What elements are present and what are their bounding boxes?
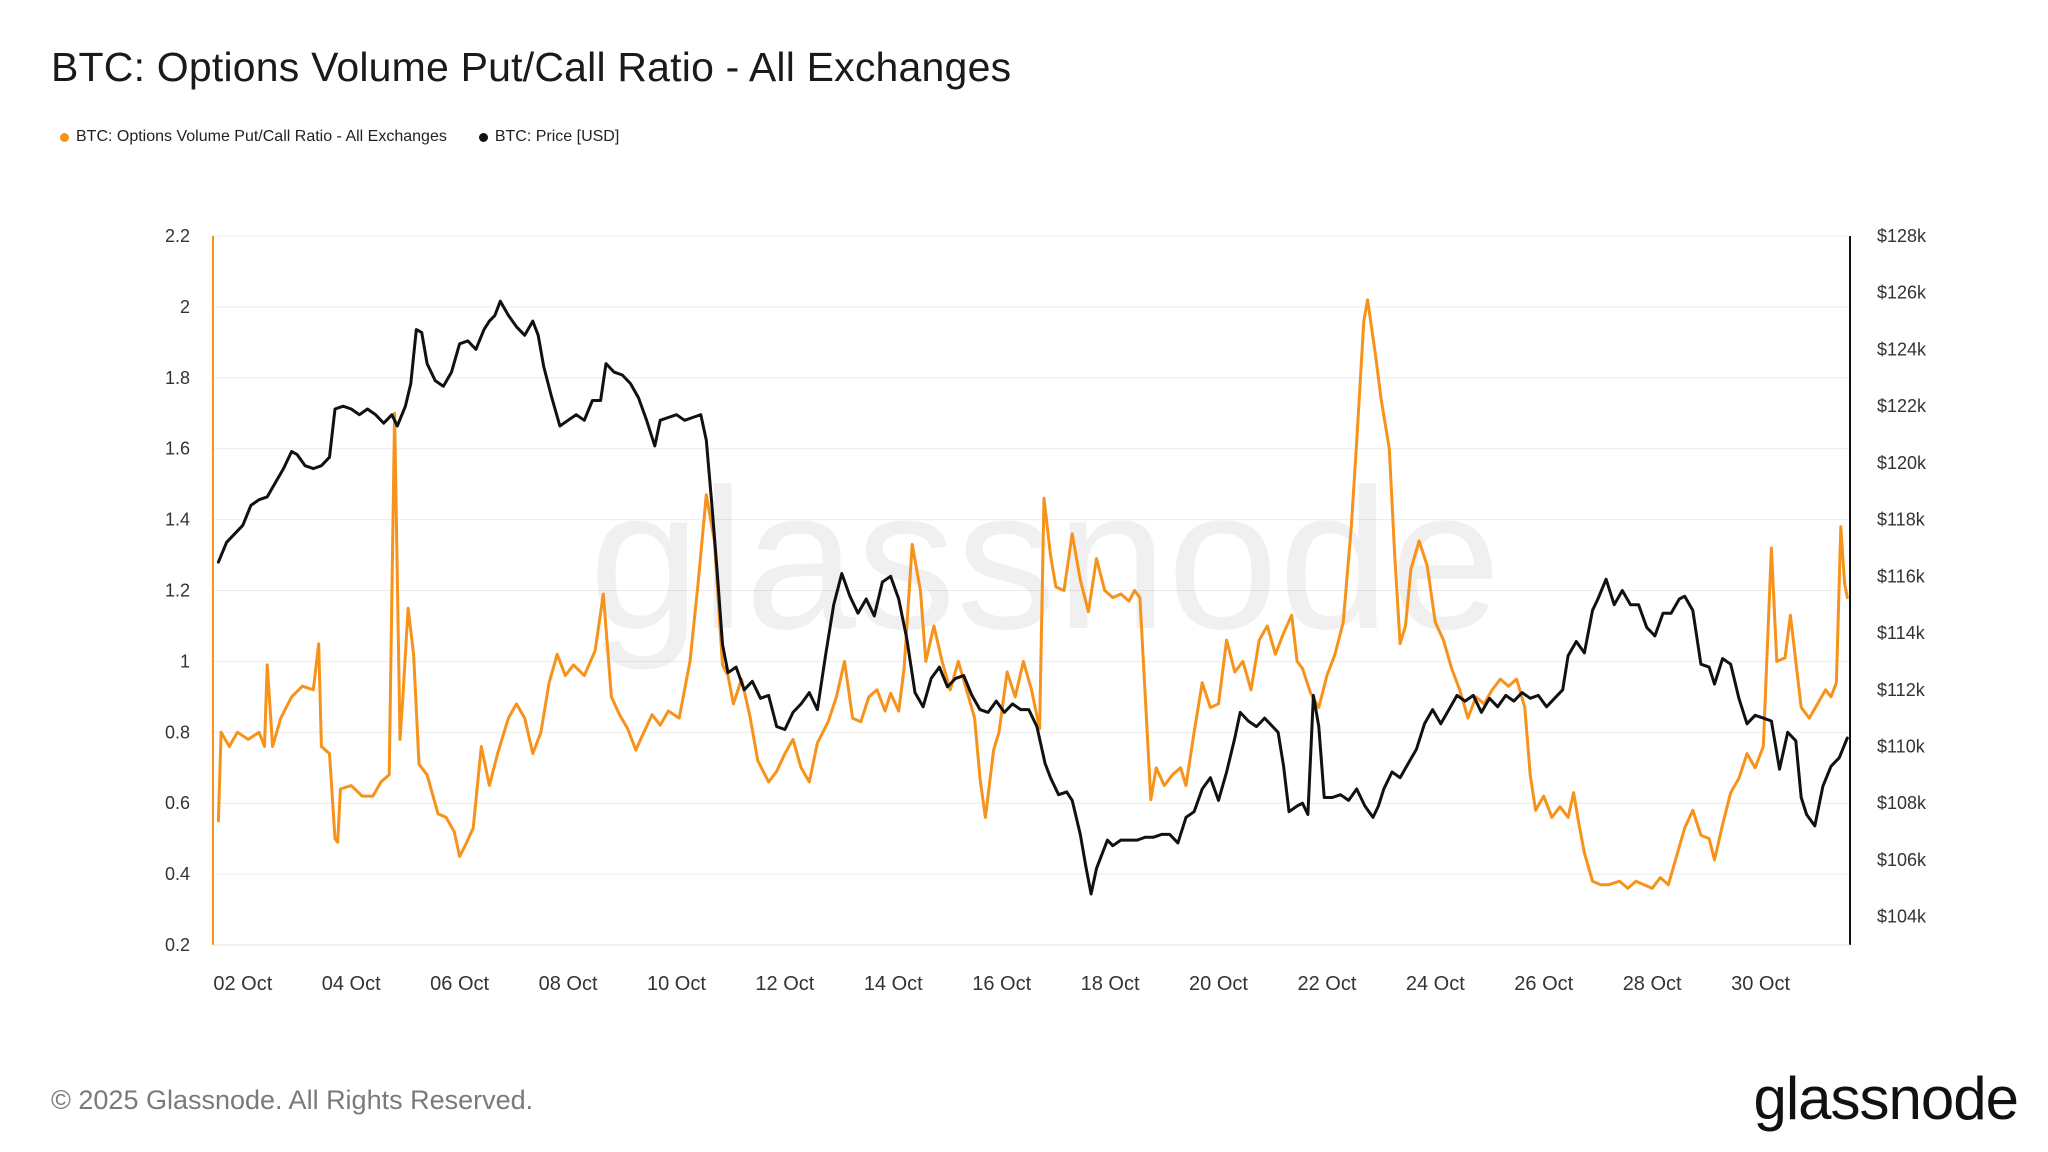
legend-label-put-call-ratio: BTC: Options Volume Put/Call Ratio - All… bbox=[76, 128, 447, 145]
y-left-tick-label: 1.2 bbox=[165, 581, 190, 601]
x-tick-label: 26 Oct bbox=[1514, 973, 1573, 995]
y-left-tick-label: 0.8 bbox=[165, 722, 190, 742]
y-right-tick-label: $108k bbox=[1877, 793, 1927, 813]
y-right-tick-label: $104k bbox=[1877, 907, 1927, 927]
y-left-tick-label: 1.8 bbox=[165, 368, 190, 388]
y-left-tick-label: 2 bbox=[180, 297, 190, 317]
x-tick-label: 06 Oct bbox=[430, 973, 489, 995]
watermark: glassnode bbox=[589, 448, 1501, 671]
y-right-tick-label: $116k bbox=[1877, 566, 1926, 586]
y-right-tick-label: $112k bbox=[1877, 680, 1926, 700]
x-tick-label: 02 Oct bbox=[213, 973, 272, 995]
x-tick-label: 10 Oct bbox=[647, 973, 706, 995]
x-tick-label: 28 Oct bbox=[1623, 973, 1682, 995]
y-right-tick-label: $120k bbox=[1877, 453, 1927, 473]
x-tick-label: 22 Oct bbox=[1297, 973, 1356, 995]
series-line-put-call-ratio[interactable] bbox=[216, 298, 1849, 890]
y-left-tick-label: 2.2 bbox=[165, 226, 190, 246]
legend-item-put-call-ratio[interactable]: BTC: Options Volume Put/Call Ratio - All… bbox=[60, 128, 447, 146]
x-tick-label: 30 Oct bbox=[1731, 973, 1790, 995]
axes: 2.2 2 1.8 1.6 1.4 1.2 1 0.8 0.6 0.4 0.2 $128k $126k $… bbox=[165, 226, 1927, 995]
x-tick-label: 08 Oct bbox=[539, 973, 598, 995]
legend-item-btc-price[interactable]: BTC: Price [USD] bbox=[478, 128, 620, 146]
y-right-tick-label: $124k bbox=[1877, 339, 1927, 359]
x-tick-label: 14 Oct bbox=[864, 973, 923, 995]
copyright-footer: © 2025 Glassnode. All Rights Reserved. bbox=[51, 1085, 534, 1115]
legend-swatch-btc-price bbox=[478, 132, 488, 142]
x-tick-label: 04 Oct bbox=[322, 973, 381, 995]
y-left-tick-label: 1.6 bbox=[165, 439, 190, 459]
y-right-tick-label: $118k bbox=[1877, 510, 1926, 530]
y-right-tick-label: $106k bbox=[1877, 850, 1927, 870]
series-lines bbox=[216, 298, 1849, 896]
y-left-tick-label: 1 bbox=[180, 651, 190, 671]
y-right-tick-label: $128k bbox=[1877, 226, 1927, 246]
series-line-btc-price[interactable] bbox=[216, 299, 1849, 896]
y-right-tick-label: $110k bbox=[1877, 736, 1926, 756]
chart-title: BTC: Options Volume Put/Call Ratio - All… bbox=[51, 44, 1012, 90]
x-tick-label: 20 Oct bbox=[1189, 973, 1248, 995]
y-left-tick-label: 0.6 bbox=[165, 793, 190, 813]
y-right-tick-label: $122k bbox=[1877, 396, 1927, 416]
x-tick-label: 16 Oct bbox=[972, 973, 1031, 995]
y-right-tick-label: $126k bbox=[1877, 283, 1927, 303]
x-tick-label: 12 Oct bbox=[755, 973, 814, 995]
legend-label-btc-price: BTC: Price [USD] bbox=[494, 128, 620, 145]
y-left-tick-label: 0.4 bbox=[165, 864, 190, 884]
x-tick-label: 18 Oct bbox=[1081, 973, 1140, 995]
y-right-tick-label: $114k bbox=[1877, 623, 1926, 643]
y-left-tick-label: 1.4 bbox=[165, 510, 190, 530]
x-tick-label: 24 Oct bbox=[1406, 973, 1465, 995]
legend-swatch-put-call-ratio bbox=[60, 132, 69, 142]
y-left-tick-label: 0.2 bbox=[165, 935, 190, 955]
brand-logo[interactable]: glassnode bbox=[1753, 1065, 2019, 1132]
chart-legend: BTC: Options Volume Put/Call Ratio - All… bbox=[60, 128, 619, 146]
